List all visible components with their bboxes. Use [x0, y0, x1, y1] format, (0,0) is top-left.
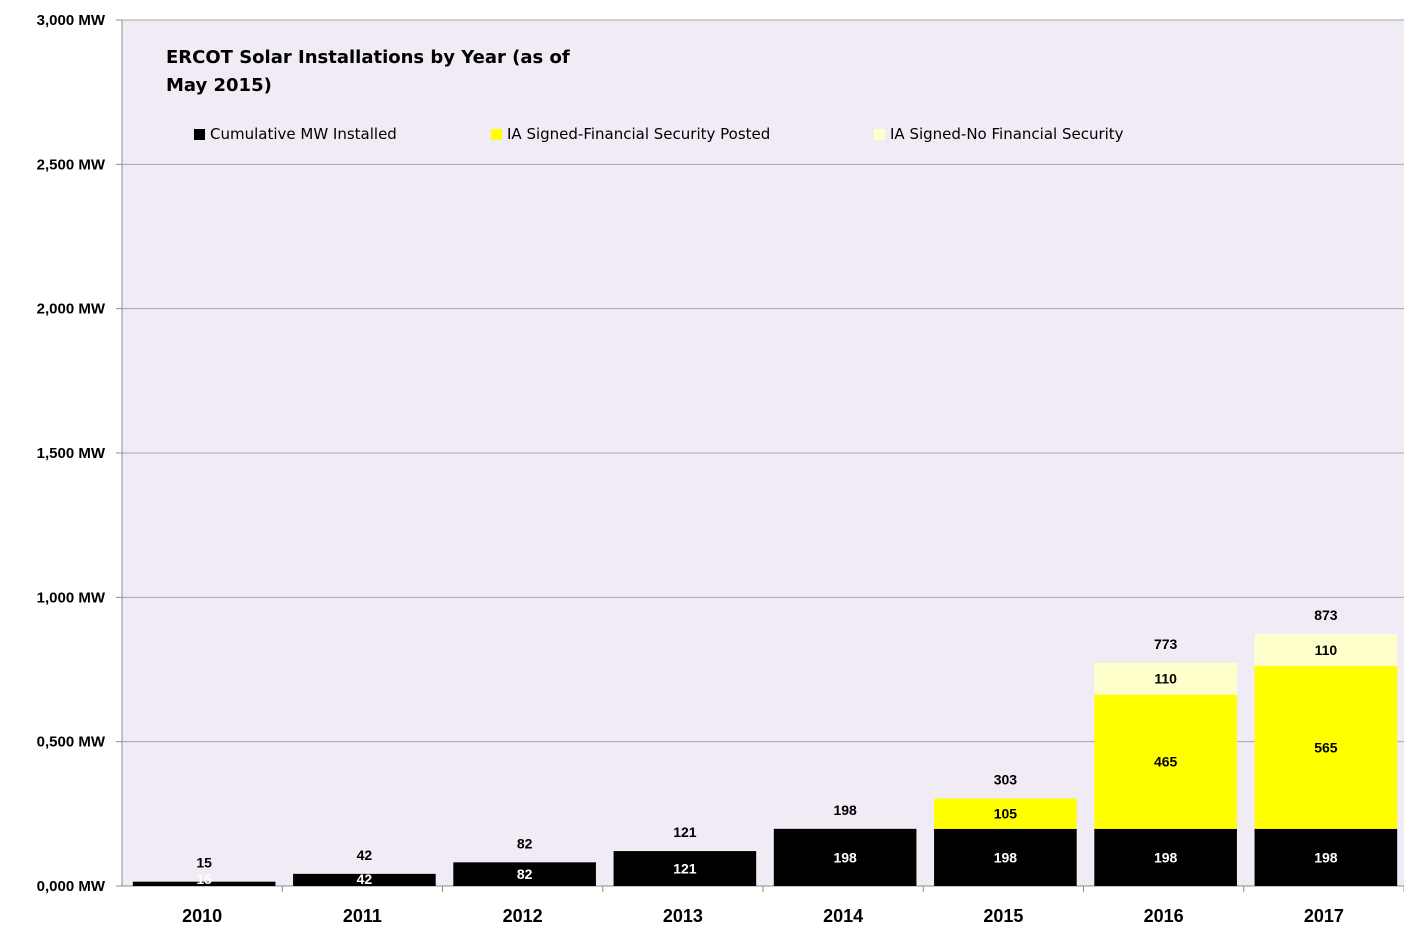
bar-total-label: 773 — [1154, 636, 1178, 652]
bar-value-label: 110 — [1154, 671, 1177, 687]
bar-segment-2014-s0 — [773, 828, 917, 886]
y-tick-label: 0,500 MW — [37, 734, 106, 751]
bar-segment-2017-s1 — [1254, 665, 1398, 829]
x-tick-label: 2012 — [503, 906, 543, 926]
bar-total-label: 198 — [833, 802, 857, 818]
bar-total-label: 303 — [994, 772, 1018, 788]
bar-total-label: 15 — [196, 855, 212, 871]
legend-item-no-financial-security: IA Signed-No Financial Security — [874, 125, 1124, 143]
bar-total-label: 82 — [517, 835, 533, 851]
bar-value-label: 198 — [1314, 849, 1338, 865]
y-tick-label: 2,000 MW — [37, 301, 106, 318]
bar-total-label: 873 — [1314, 607, 1338, 623]
legend-item-financial-security-posted: IA Signed-Financial Security Posted — [491, 125, 770, 143]
legend: Cumulative MW Installed IA Signed-Financ… — [194, 125, 1194, 147]
y-tick-label: 1,000 MW — [37, 589, 106, 606]
bar-segment-2010-s0 — [132, 881, 276, 886]
bar-value-label: 105 — [994, 806, 1018, 822]
bar-segment-2011-s0 — [293, 873, 436, 886]
bar-value-label: 42 — [357, 871, 373, 887]
y-tick-label: 3,000 MW — [37, 12, 106, 29]
bar-segment-2016-s2 — [1094, 662, 1237, 695]
x-tick-label: 2016 — [1144, 906, 1184, 926]
gridlines — [122, 19, 1404, 743]
bar-segment-2015-s1 — [934, 798, 1077, 829]
bar-total-label: 42 — [357, 847, 373, 863]
legend-label-cumulative: Cumulative MW Installed — [210, 125, 397, 143]
x-tick-label: 2011 — [343, 906, 382, 926]
legend-label-financial-security-posted: IA Signed-Financial Security Posted — [507, 125, 771, 143]
bar-value-label: 198 — [994, 849, 1018, 865]
x-tick-label: 2017 — [1304, 906, 1344, 926]
bar-value-label: 565 — [1314, 739, 1338, 755]
bar-segment-2012-s0 — [453, 862, 596, 886]
chart-title: ERCOT Solar Installations by Year (as of… — [166, 47, 570, 96]
x-tick-label: 2014 — [823, 906, 863, 926]
bar-segment-2013-s0 — [613, 851, 757, 886]
legend-item-cumulative: Cumulative MW Installed — [194, 125, 397, 143]
bar-segment-2015-s0 — [934, 828, 1077, 886]
x-tick-label: 2010 — [182, 906, 222, 926]
x-ticks: 2010 2011 2012 2013 2014 2015 2016 2017 — [182, 886, 1404, 926]
bar-segment-2016-s0 — [1094, 828, 1237, 886]
y-tick-label: 0,000 MW — [37, 878, 106, 895]
legend-swatch-financial-security-posted — [491, 128, 502, 140]
bar-total-label: 121 — [673, 824, 697, 840]
bar-value-label: 198 — [1154, 849, 1178, 865]
legend-label-no-financial-security: IA Signed-No Financial Security — [890, 125, 1124, 143]
x-tick-label: 2015 — [983, 906, 1023, 926]
bar-value-label: 121 — [673, 861, 697, 877]
bars — [132, 633, 1398, 886]
y-tick-label: 2,500 MW — [37, 156, 106, 173]
x-tick-label: 2013 — [663, 906, 703, 926]
bar-segment-2016-s1 — [1094, 694, 1237, 829]
bar-value-label: 465 — [1154, 754, 1178, 770]
bar-segment-2017-s0 — [1254, 828, 1398, 886]
bar-value-label: 82 — [517, 866, 533, 882]
bar-value-label: 198 — [833, 849, 857, 865]
y-ticks: 0,000 MW 0,500 MW 1,000 MW 1,500 MW 2,000 MW… — [37, 12, 122, 895]
legend-swatch-no-financial-security — [874, 128, 885, 140]
legend-swatch-cumulative — [194, 128, 205, 140]
bar-value-label: 110 — [1315, 642, 1338, 658]
bar-value-label: 15 — [196, 871, 212, 887]
y-tick-label: 1,500 MW — [37, 445, 106, 462]
bar-segment-2017-s2 — [1254, 633, 1398, 666]
